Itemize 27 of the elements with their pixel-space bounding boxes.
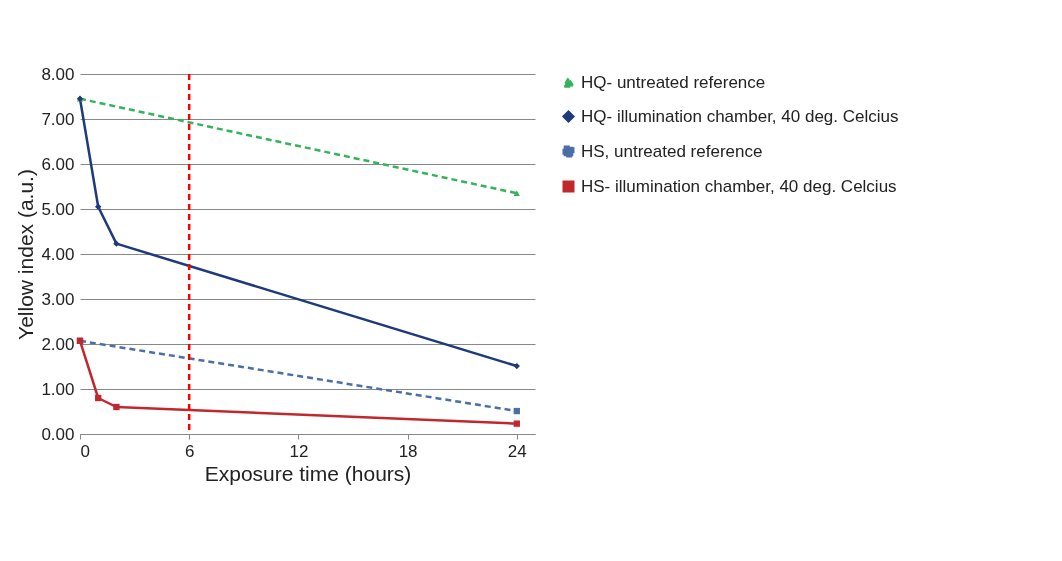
x-tick-label: 18 — [398, 441, 418, 461]
point — [513, 362, 520, 370]
x-tick-label: 0 — [80, 441, 90, 461]
legend-label: HQ- untreated reference — [581, 72, 766, 92]
y-tick-label: 2.00 — [41, 334, 75, 354]
y-axis-title: Yellow index (a.u.) — [14, 169, 38, 340]
y-tick-label: 8.00 — [41, 64, 75, 84]
point — [513, 407, 520, 415]
legend-label: HQ- illumination chamber, 40 deg. Celcius — [581, 106, 899, 126]
point — [113, 240, 120, 247]
y-tick-label: 1.00 — [41, 379, 75, 399]
y-tick-label: 6.00 — [41, 154, 75, 174]
x-tick-label: 6 — [184, 441, 195, 461]
y-tick-label: 3.00 — [41, 289, 75, 309]
point — [95, 394, 102, 402]
y-tick-label: 4.00 — [41, 244, 75, 264]
point — [95, 203, 102, 210]
legend-label: HS- illumination chamber, 40 deg. Celcius — [581, 176, 897, 196]
y-tick-label: 0.00 — [41, 424, 75, 444]
y-tick-label: 7.00 — [41, 109, 75, 129]
y-tick-label: 5.00 — [41, 199, 75, 219]
x-axis-title: Exposure time (hours) — [204, 461, 412, 485]
point — [113, 403, 120, 411]
x-tick-label: 24 — [507, 441, 527, 461]
x-tick-label: 12 — [289, 441, 309, 461]
point — [513, 420, 520, 427]
legend-label: HS, untreated reference — [581, 141, 763, 161]
